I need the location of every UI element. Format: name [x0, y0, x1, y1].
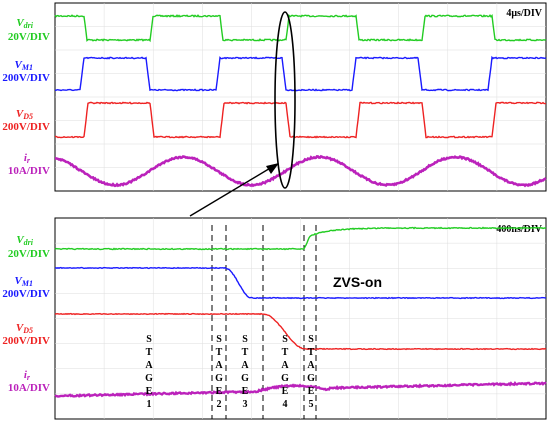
top-label-vm1-symbol: V — [15, 59, 24, 71]
top-trace-vm1 — [54, 55, 547, 92]
stage-label-char: S — [308, 334, 314, 345]
bottom-label-vd5-scale: 200V/DIV — [2, 335, 50, 347]
stage-label-char: A — [241, 360, 249, 371]
top-label-vdri-sub: dri — [24, 21, 34, 30]
top-label-vdri-symbol: V — [16, 17, 25, 29]
stage-label-char: E — [242, 386, 249, 397]
stage-label-char: E — [216, 386, 223, 397]
top-label-ir-scale: 10A/DIV — [8, 165, 50, 177]
stage-label-char: S — [242, 334, 248, 345]
stage-label-char: A — [145, 360, 153, 371]
bottom-label-vm1-sub: M1 — [21, 279, 33, 288]
bottom-label-vdri-scale: 20V/DIV — [8, 248, 50, 260]
bottom-traces — [54, 226, 547, 398]
bottom-label-vm1-symbol: V — [15, 275, 24, 287]
bottom-label-vm1: VM1 200V/DIV — [2, 275, 50, 300]
stage-label-char: G — [281, 373, 289, 384]
top-trace-ir — [55, 154, 547, 188]
top-label-vdri: Vdri 20V/DIV — [8, 17, 50, 43]
svg-text:VM1: VM1 — [15, 59, 33, 72]
top-label-ir: ir 10A/DIV — [8, 152, 50, 177]
bottom-label-ir-scale: 10A/DIV — [8, 382, 50, 394]
stage-label-char: G — [307, 373, 315, 384]
stage-label-char: A — [307, 360, 315, 371]
top-label-vd5-symbol: V — [16, 108, 25, 120]
stage-label-char: S — [282, 334, 288, 345]
svg-text:VD5: VD5 — [16, 108, 33, 121]
top-trace-vd5 — [55, 101, 546, 139]
stage-label-char: T — [146, 347, 153, 358]
top-traces — [54, 13, 547, 188]
top-label-vm1-sub: M1 — [21, 63, 33, 72]
stage-label-char: 4 — [283, 399, 288, 410]
zoom-arrow — [189, 163, 279, 217]
svg-text:VD5: VD5 — [16, 322, 33, 335]
svg-text:Vdri: Vdri — [16, 17, 33, 30]
bottom-label-vdri-sub: dri — [24, 238, 34, 247]
stage-label-char: 2 — [217, 399, 222, 410]
bottom-label-vdri-symbol: V — [16, 234, 25, 246]
stage-label-char: A — [281, 360, 289, 371]
bottom-grid — [55, 218, 546, 419]
zvs-on-annotation: ZVS-on — [333, 274, 382, 290]
stage-label-char: 3 — [243, 399, 248, 410]
stage-label-char: G — [145, 373, 153, 384]
stage-label-char: E — [146, 386, 153, 397]
top-trace-vdri — [54, 13, 547, 43]
stage-label-char: T — [216, 347, 223, 358]
top-label-vm1-scale: 200V/DIV — [2, 72, 50, 84]
bottom-label-vm1-scale: 200V/DIV — [2, 288, 50, 300]
stage-label-char: S — [216, 334, 222, 345]
bottom-trace-vd5 — [54, 312, 547, 351]
stage-label-char: G — [241, 373, 249, 384]
top-label-vd5: VD5 200V/DIV — [2, 108, 50, 133]
stage-label-char: E — [282, 386, 289, 397]
top-grid — [55, 3, 546, 191]
stage-label-char: E — [308, 386, 315, 397]
svg-text:ir: ir — [24, 152, 31, 165]
stage-label-char: G — [215, 373, 223, 384]
bottom-label-vd5: VD5 200V/DIV — [2, 322, 50, 347]
svg-text:ir: ir — [24, 369, 31, 382]
svg-text:VM1: VM1 — [15, 275, 33, 288]
bottom-label-ir-symbol: i — [24, 369, 28, 381]
bottom-label-ir-sub: r — [27, 373, 31, 382]
stage-label-char: 5 — [309, 399, 314, 410]
top-timebase-label: 4μs/DIV — [506, 8, 542, 19]
bottom-trace-vm1 — [54, 266, 546, 300]
bottom-panel: 400ns/DIV STAGE1STAGE2STAGE3STAGE4STAGE5… — [2, 217, 547, 420]
svg-text:Vdri: Vdri — [16, 234, 33, 247]
bottom-label-vdri: Vdri 20V/DIV — [8, 234, 50, 260]
bottom-timebase-label: 400ns/DIV — [496, 224, 542, 235]
top-label-vd5-scale: 200V/DIV — [2, 121, 50, 133]
stage-label-char: T — [242, 347, 249, 358]
top-label-vdri-scale: 20V/DIV — [8, 31, 50, 43]
stage-label-char: T — [308, 347, 315, 358]
bottom-label-vd5-sub: D5 — [22, 326, 33, 335]
stage-label-char: 1 — [147, 399, 152, 410]
bottom-trace-ir — [54, 381, 547, 398]
stage-label-char: A — [215, 360, 223, 371]
top-label-vm1: VM1 200V/DIV — [2, 59, 50, 84]
bottom-trace-vdri — [54, 226, 547, 251]
top-label-ir-sub: r — [27, 156, 31, 165]
stage-label-char: S — [146, 334, 152, 345]
bottom-label-vd5-symbol: V — [16, 322, 25, 334]
top-label-ir-symbol: i — [24, 152, 28, 164]
zoom-region-ellipse — [274, 11, 296, 189]
top-panel: 4μs/DIV Vdri 20V/DIV VM1 200V/DIV VD5 20… — [2, 2, 547, 192]
stage-label-char: T — [282, 347, 289, 358]
top-label-vd5-sub: D5 — [22, 112, 33, 121]
bottom-label-ir: ir 10A/DIV — [8, 369, 50, 394]
